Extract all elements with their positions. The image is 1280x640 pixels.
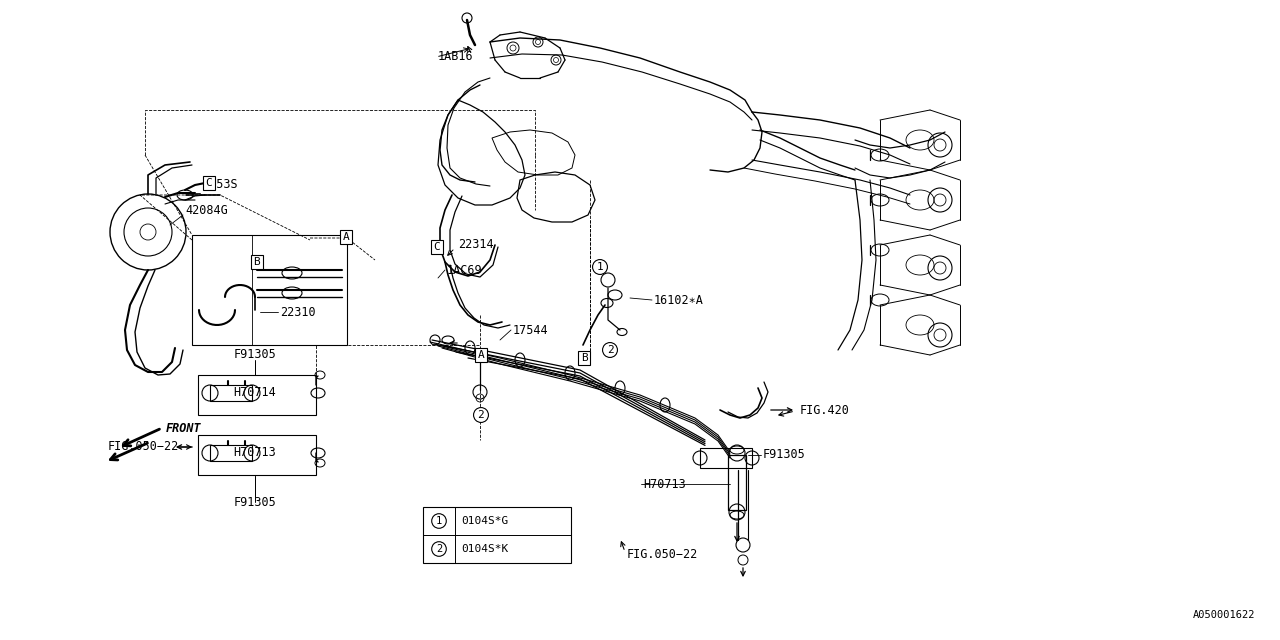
Text: F91305: F91305 xyxy=(763,449,805,461)
Text: FRONT: FRONT xyxy=(166,422,202,435)
Bar xyxy=(728,455,746,510)
Text: A050001622: A050001622 xyxy=(1193,610,1254,620)
Text: 0104S*K: 0104S*K xyxy=(461,544,508,554)
Text: 22314: 22314 xyxy=(458,237,494,250)
Text: 1: 1 xyxy=(436,516,442,526)
Text: A: A xyxy=(477,350,484,360)
Text: 0104S*G: 0104S*G xyxy=(461,516,508,526)
Bar xyxy=(700,448,753,468)
Bar xyxy=(210,445,252,461)
Text: H70714: H70714 xyxy=(234,387,276,399)
Text: H70713: H70713 xyxy=(643,477,686,490)
Text: 1AC69: 1AC69 xyxy=(447,264,483,276)
Text: 2: 2 xyxy=(436,544,442,554)
Text: 0953S: 0953S xyxy=(202,179,238,191)
Bar xyxy=(198,435,316,475)
Text: FIG.050−22: FIG.050−22 xyxy=(627,548,699,561)
Text: C: C xyxy=(434,242,440,252)
Text: 42084G: 42084G xyxy=(186,204,228,216)
Bar xyxy=(198,375,316,415)
Text: 22310: 22310 xyxy=(280,305,316,319)
Text: C: C xyxy=(206,178,212,188)
Bar xyxy=(210,385,252,401)
Text: 1: 1 xyxy=(596,262,603,272)
Text: B: B xyxy=(253,257,260,267)
Text: 1AB16: 1AB16 xyxy=(438,51,474,63)
Text: FIG.420: FIG.420 xyxy=(800,403,850,417)
Text: 2: 2 xyxy=(477,410,484,420)
Bar xyxy=(422,507,571,563)
Bar xyxy=(192,235,347,345)
Text: B: B xyxy=(581,353,588,363)
Text: FIG.050−22: FIG.050−22 xyxy=(108,440,179,454)
Text: F91305: F91305 xyxy=(234,497,276,509)
Text: A: A xyxy=(343,232,349,242)
Text: 16102∗A: 16102∗A xyxy=(654,294,704,307)
Text: 17544: 17544 xyxy=(513,323,549,337)
Text: 2: 2 xyxy=(607,345,613,355)
Text: F91305: F91305 xyxy=(234,349,276,362)
Text: H70713: H70713 xyxy=(234,447,276,460)
